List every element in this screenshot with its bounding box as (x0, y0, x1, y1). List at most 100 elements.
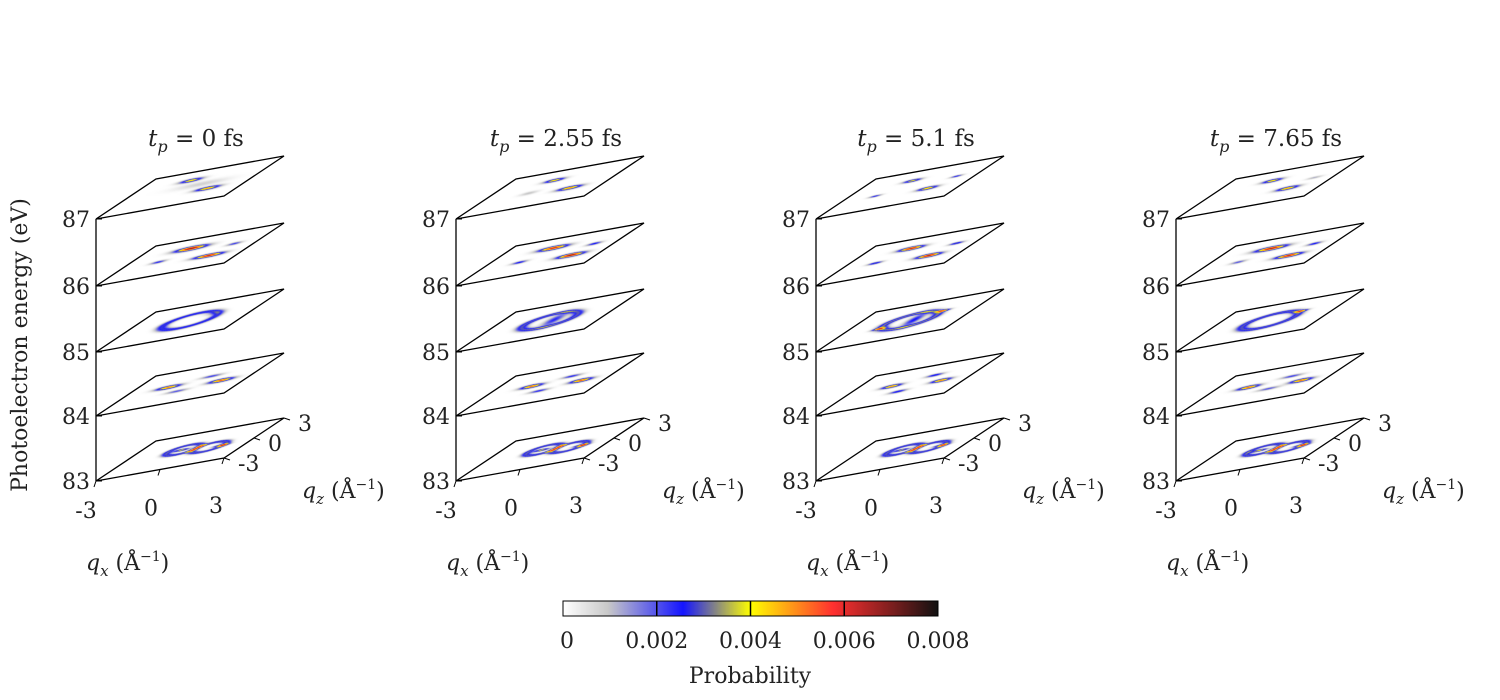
qx-axis-label: qx (Å−1) (446, 548, 529, 580)
qx-tick-mark (93, 480, 97, 488)
qz-tick-mark (643, 417, 651, 421)
energy-tick-label: 84 (422, 405, 450, 430)
qz-tick-label: 0 (1348, 432, 1362, 457)
energy-tick-label: 85 (1142, 341, 1170, 366)
energy-tick-label: 86 (422, 275, 450, 300)
qz-tick-label: -3 (1318, 452, 1339, 477)
qx-axis-label: qx (Å−1) (86, 548, 169, 580)
energy-tick-label: 84 (62, 405, 90, 430)
qz-axis-label: qz (Å−1) (1022, 476, 1105, 508)
colorbar-label: Probability (689, 664, 812, 689)
qz-axis-label: qz (Å−1) (1382, 476, 1465, 508)
colorbar-tick-label: 0.002 (625, 629, 688, 654)
layer-frame (455, 155, 645, 220)
layer-frame (815, 288, 1005, 353)
colorbar-tick-label: 0.004 (719, 629, 782, 654)
layer-frame (815, 155, 1005, 220)
qz-axis-label: qz (Å−1) (302, 476, 385, 508)
layer-frame (455, 288, 645, 353)
qz-tick-label: 3 (298, 412, 312, 437)
energy-tick-label: 87 (62, 208, 90, 233)
heatmap-layer (1176, 223, 1364, 286)
qx-tick-label: -3 (1155, 499, 1176, 524)
qx-tick-mark (453, 480, 457, 488)
heatmap-layer (456, 353, 644, 416)
qx-tick-mark (581, 457, 585, 465)
qz-tick-mark (283, 417, 291, 421)
panel-title: tp = 7.65 fs (1210, 126, 1342, 156)
qx-tick-mark (1301, 457, 1305, 465)
qz-tick-label: 0 (988, 432, 1002, 457)
energy-tick-label: 83 (1142, 470, 1170, 495)
qz-tick-mark (1333, 437, 1341, 441)
qx-tick-label: 3 (569, 494, 583, 519)
qz-tick-mark (943, 457, 951, 461)
energy-tick-label: 87 (422, 208, 450, 233)
panel-title: tp = 2.55 fs (490, 126, 622, 156)
layer-frame (815, 222, 1005, 287)
layer-frame (95, 352, 285, 417)
layer-frame (95, 222, 285, 287)
heatmap-layer (96, 289, 284, 352)
qz-tick-mark (253, 437, 261, 441)
layer-frame (455, 222, 645, 287)
qz-tick-mark (1363, 417, 1371, 421)
colorbar-tick-label: 0 (560, 629, 574, 654)
energy-tick-label: 85 (782, 341, 810, 366)
colorbar-tick-label: 0.008 (907, 629, 970, 654)
energy-tick-label: 85 (62, 341, 90, 366)
qx-tick-mark (1237, 469, 1241, 476)
qx-tick-label: 3 (1289, 494, 1303, 519)
energy-tick-label: 86 (782, 275, 810, 300)
qx-tick-label: 0 (144, 497, 158, 522)
layer-frame (815, 352, 1005, 417)
heatmap-layer (96, 156, 284, 219)
energy-tick-label: 85 (422, 341, 450, 366)
qz-tick-label: -3 (598, 452, 619, 477)
qz-tick-label: 3 (658, 412, 672, 437)
qx-tick-label: -3 (75, 499, 96, 524)
heatmap-layer (1176, 156, 1364, 219)
energy-tick-label: 83 (422, 470, 450, 495)
qz-tick-mark (1003, 417, 1011, 421)
qx-tick-label: 3 (929, 494, 943, 519)
layer-frame (455, 352, 645, 417)
qz-tick-label: 3 (1018, 412, 1032, 437)
energy-tick-label: 87 (1142, 208, 1170, 233)
heatmap-layer (816, 289, 1004, 352)
qz-tick-label: -3 (958, 452, 979, 477)
heatmap-layer (1176, 289, 1364, 352)
qz-tick-label: 0 (628, 432, 642, 457)
qx-tick-label: -3 (795, 499, 816, 524)
qx-tick-mark (813, 480, 817, 488)
qx-tick-mark (221, 457, 225, 465)
qx-tick-label: 0 (1224, 497, 1238, 522)
layer-frame (1175, 288, 1365, 353)
energy-tick-label: 86 (62, 275, 90, 300)
qz-tick-mark (1303, 457, 1311, 461)
panel-title: tp = 0 fs (148, 126, 244, 156)
energy-tick-label: 84 (1142, 405, 1170, 430)
qx-tick-mark (877, 469, 881, 476)
qz-tick-label: -3 (238, 452, 259, 477)
qx-tick-mark (157, 469, 161, 476)
colorbar-ticks: 0 0.002 0.004 0.006 0.008 (560, 601, 969, 654)
layer-frame (1175, 222, 1365, 287)
heatmap-layer (96, 353, 284, 416)
layer-frame (1175, 352, 1365, 417)
energy-tick-label: 84 (782, 405, 810, 430)
qz-tick-mark (223, 457, 231, 461)
energy-tick-label: 83 (782, 470, 810, 495)
heatmap-layer (816, 223, 1004, 286)
qx-tick-mark (517, 469, 521, 476)
qx-tick-label: 0 (504, 497, 518, 522)
qx-tick-mark (1173, 480, 1177, 488)
qx-axis-label: qx (Å−1) (1166, 548, 1249, 580)
panel-title: tp = 5.1 fs (857, 126, 975, 156)
qx-axis-label: qx (Å−1) (806, 548, 889, 580)
layer-frame (95, 155, 285, 220)
